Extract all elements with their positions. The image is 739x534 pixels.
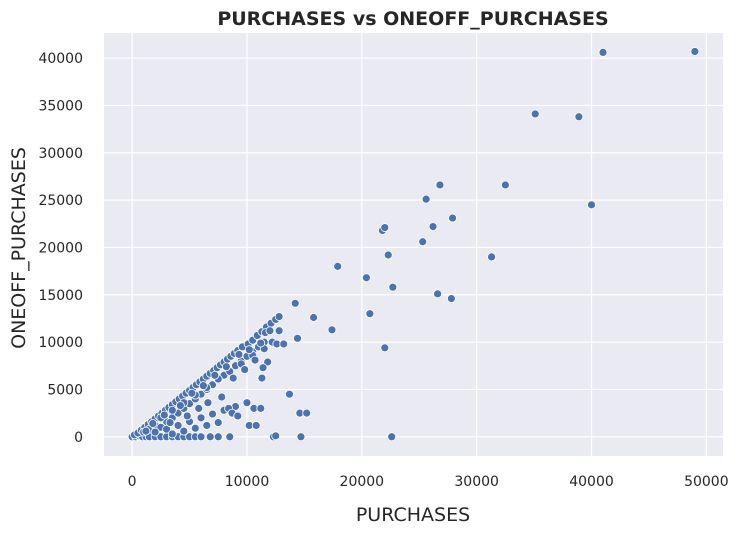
data-point: [428, 222, 438, 232]
data-point: [362, 273, 371, 283]
x-tick-label: 50000: [684, 474, 729, 490]
data-point: [333, 261, 343, 271]
y-tick-label: 5000: [47, 382, 83, 398]
data-point: [365, 309, 375, 319]
data-point: [221, 362, 231, 372]
data-point: [380, 343, 390, 353]
data-point: [256, 403, 266, 413]
data-point: [198, 381, 208, 391]
data-point: [327, 325, 337, 335]
data-point: [418, 237, 428, 247]
data-point: [194, 403, 204, 413]
data-point: [167, 429, 177, 439]
x-axis-label: PURCHASES: [356, 504, 470, 526]
data-point: [279, 339, 289, 349]
data-point: [530, 109, 540, 119]
data-point: [383, 250, 393, 260]
data-point: [587, 200, 596, 210]
x-tick-label: 0: [128, 474, 137, 490]
data-point: [196, 432, 206, 442]
data-point: [213, 418, 223, 427]
data-point: [446, 294, 456, 303]
data-point: [242, 398, 252, 408]
data-point: [690, 47, 700, 56]
data-point: [234, 350, 244, 359]
data-point: [251, 421, 261, 430]
data-point: [435, 180, 445, 190]
data-point: [182, 411, 192, 421]
y-tick-label: 40000: [38, 51, 83, 67]
y-tick-label: 30000: [38, 146, 83, 162]
data-point: [271, 431, 281, 441]
chart-title: PURCHASES vs ONEOFF_PURCHASES: [217, 8, 608, 30]
data-point: [250, 355, 260, 365]
data-point: [256, 338, 266, 348]
y-tick-label: 10000: [38, 335, 83, 351]
y-tick-label: 25000: [38, 193, 83, 209]
data-point: [257, 373, 267, 383]
y-tick-labels: 0 5000 10000 15000 20000 25000 30000 35000 40000: [38, 51, 83, 446]
data-point: [240, 365, 250, 374]
y-tick-label: 20000: [38, 240, 83, 256]
data-point: [205, 432, 215, 442]
data-point: [148, 419, 158, 428]
x-tick-labels: 0 10000 20000 30000 40000 50000: [128, 474, 729, 490]
data-point: [258, 363, 268, 373]
scatter-points: [127, 47, 700, 442]
data-point: [388, 282, 398, 292]
data-point: [179, 426, 189, 436]
data-point: [190, 423, 200, 433]
data-point: [203, 398, 213, 408]
data-point: [208, 409, 217, 419]
data-point: [244, 345, 254, 355]
data-point: [290, 298, 300, 308]
y-axis-label: ONEOFF_PURCHASES: [8, 147, 30, 349]
data-point: [187, 388, 197, 398]
data-point: [233, 411, 243, 421]
data-point: [487, 252, 496, 262]
data-point: [225, 432, 235, 442]
data-point: [285, 389, 294, 399]
y-tick-label: 35000: [38, 98, 83, 114]
x-tick-label: 40000: [569, 474, 614, 490]
data-point: [150, 427, 160, 437]
data-point: [217, 392, 227, 402]
data-point: [274, 312, 284, 321]
data-point: [263, 357, 273, 367]
data-point: [202, 421, 212, 430]
data-point: [598, 48, 608, 57]
data-point: [421, 194, 431, 204]
x-tick-label: 20000: [340, 474, 385, 490]
data-point: [173, 421, 183, 430]
data-point: [433, 289, 443, 299]
data-point: [380, 223, 390, 232]
data-point: [196, 413, 206, 423]
y-tick-label: 15000: [38, 288, 83, 304]
data-point: [213, 432, 223, 442]
data-point: [175, 401, 185, 410]
data-point: [574, 112, 584, 122]
data-point: [274, 326, 284, 336]
data-point: [309, 313, 318, 322]
data-point: [293, 333, 302, 343]
data-point: [448, 213, 457, 223]
data-point: [296, 432, 306, 442]
data-point: [210, 370, 220, 380]
data-point: [500, 180, 510, 190]
data-point: [159, 410, 169, 420]
data-point: [141, 426, 151, 436]
data-point: [228, 373, 238, 383]
x-tick-label: 30000: [454, 474, 499, 490]
data-point: [167, 405, 177, 415]
y-tick-label: 0: [74, 430, 83, 446]
x-tick-label: 10000: [225, 474, 270, 490]
data-point: [165, 418, 175, 427]
data-point: [387, 432, 397, 442]
data-point: [302, 408, 312, 418]
data-point: [265, 326, 275, 336]
